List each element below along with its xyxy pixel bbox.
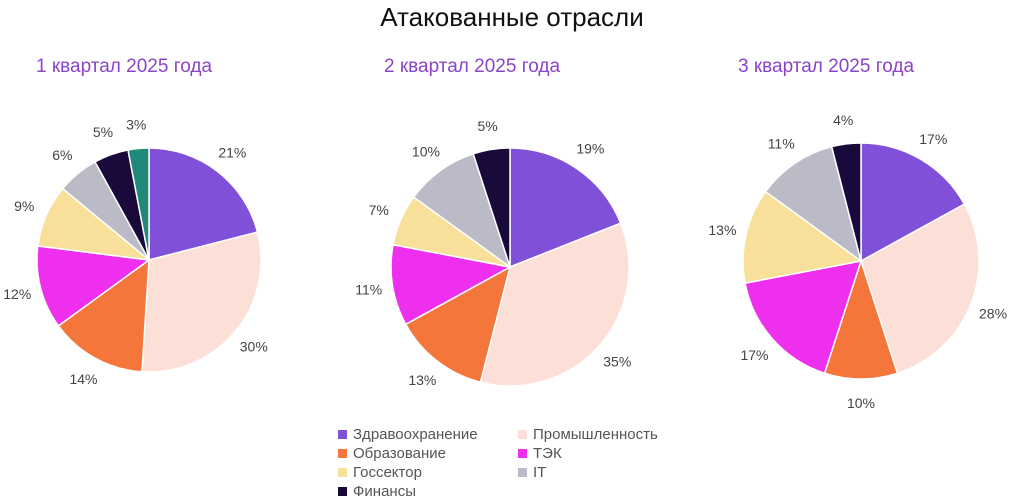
legend-label: IT: [533, 464, 547, 481]
legend-item: Образование: [338, 445, 446, 462]
slice-percent-label: 11%: [355, 281, 382, 297]
slice-percent-label: 6%: [52, 147, 72, 163]
pie-slice: [472, 147, 511, 268]
slice-percent-label: 30%: [240, 339, 268, 355]
legend-label: Образование: [353, 445, 446, 462]
pie-slice: [509, 147, 622, 269]
legend-swatch: [338, 430, 347, 439]
legend: Здравоохранение Промышленность Образование…: [338, 426, 698, 502]
slice-percent-label: 17%: [919, 131, 947, 147]
slice-percent-label: 3%: [126, 117, 146, 133]
legend-label: Здравоохранение: [353, 426, 478, 443]
pie-slice: [860, 142, 966, 263]
pie-title-q1: 1 квартал 2025 года: [36, 56, 213, 77]
pie-title-q2: 2 квартал 2025 года: [384, 56, 561, 77]
slice-percent-label: 11%: [768, 136, 795, 152]
pie-slice: [127, 147, 150, 261]
pie-q1: 21% 30% 14% 12% 9% 6% 5% 3%: [3, 117, 268, 388]
slice-percent-label: 7%: [369, 202, 389, 218]
slice-percent-label: 28%: [979, 305, 1007, 321]
pie-q2: 19% 35% 13% 11% 7% 10% 5%: [355, 118, 631, 388]
pie-slice: [742, 190, 863, 284]
slice-percent-label: 13%: [708, 222, 736, 238]
legend-label: Промышленность: [533, 426, 658, 443]
legend-item: Промышленность: [518, 426, 658, 443]
slice-percent-label: 21%: [218, 145, 246, 161]
legend-swatch: [338, 449, 347, 458]
legend-label: Финансы: [353, 483, 416, 500]
legend-item: ТЭК: [518, 445, 562, 462]
slice-percent-label: 12%: [3, 286, 31, 302]
slice-percent-label: 10%: [412, 143, 440, 159]
pie-slice: [412, 152, 512, 269]
legend-item: Здравоохранение: [338, 426, 478, 443]
pie-slice: [390, 243, 513, 326]
pie-slice: [764, 145, 863, 263]
legend-label: Госсектор: [353, 464, 422, 481]
slice-percent-label: 35%: [603, 354, 631, 370]
pie-slice: [830, 142, 862, 262]
slice-percent-label: 5%: [478, 118, 498, 134]
pie-slice: [36, 245, 151, 327]
legend-swatch: [518, 430, 527, 439]
slice-percent-label: 14%: [69, 371, 97, 387]
pie-slice: [823, 258, 899, 380]
pie-slice: [479, 222, 630, 387]
slice-percent-label: 17%: [740, 347, 768, 363]
pie-q3: 17% 28% 10% 17% 13% 11% 4%: [708, 112, 1007, 411]
legend-item: Госсектор: [338, 464, 422, 481]
pie-slice: [148, 147, 259, 261]
slice-percent-label: 10%: [847, 395, 875, 411]
slice-percent-label: 4%: [833, 112, 853, 128]
pie-slice: [860, 203, 980, 375]
legend-item: IT: [518, 464, 546, 481]
slice-percent-label: 13%: [408, 372, 436, 388]
pie-slice: [141, 231, 262, 373]
pie-slice: [57, 258, 150, 373]
legend-swatch: [338, 468, 347, 477]
chart-title: Атакованные отрасли: [380, 2, 644, 32]
legend-item: Финансы: [338, 483, 416, 500]
pie-slice: [744, 260, 863, 375]
pie-slice: [404, 265, 512, 384]
slice-percent-label: 5%: [93, 124, 113, 140]
legend-swatch: [518, 449, 527, 458]
pie-title-q3: 3 квартал 2025 года: [738, 56, 915, 77]
slice-percent-label: 19%: [576, 141, 604, 157]
legend-swatch: [518, 468, 527, 477]
slice-percent-label: 9%: [14, 198, 34, 214]
legend-swatch: [338, 487, 347, 496]
legend-label: ТЭК: [533, 445, 562, 462]
